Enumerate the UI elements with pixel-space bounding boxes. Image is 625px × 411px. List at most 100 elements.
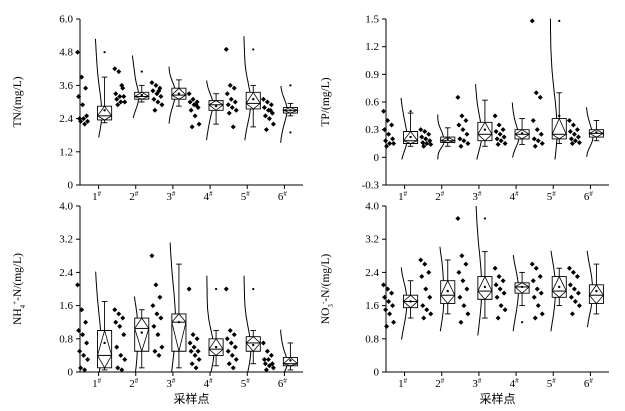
data-point: [463, 117, 469, 123]
data-point: [494, 294, 500, 300]
mean-marker: [558, 114, 561, 118]
data-point: [501, 134, 507, 140]
data-point: [382, 294, 388, 300]
site-group: 2#: [418, 246, 456, 390]
x-tick-label: 5#: [547, 190, 557, 203]
data-point: [270, 365, 276, 371]
data-point: [261, 357, 267, 363]
site-number: 4: [204, 191, 210, 203]
site-mark: #: [172, 377, 176, 385]
data-point: [390, 303, 396, 309]
data-point: [80, 332, 86, 338]
data-point: [537, 94, 543, 100]
data-point: [264, 348, 270, 354]
data-point: [566, 117, 572, 123]
x-tick-label: 3#: [472, 377, 482, 390]
data-point: [426, 131, 432, 137]
data-point: [382, 127, 388, 133]
data-point: [460, 278, 466, 284]
data-point: [113, 319, 119, 325]
data-point: [427, 294, 433, 300]
data-point: [225, 348, 231, 354]
data-point: [229, 105, 235, 111]
data-point: [85, 118, 91, 124]
data-point: [263, 127, 269, 133]
y-tick-label: 0: [374, 367, 380, 379]
site-number: 1: [398, 191, 404, 203]
data-point: [83, 319, 89, 325]
data-point: [537, 274, 543, 280]
data-point: [455, 215, 461, 221]
data-point: [532, 143, 538, 149]
mean-marker: [289, 359, 292, 362]
data-point: [76, 93, 82, 99]
data-point: [81, 116, 87, 122]
data-point: [157, 294, 163, 300]
x-tick-label: 3#: [166, 377, 176, 390]
site-group: 3#: [149, 242, 187, 390]
data-point: [572, 138, 578, 144]
y-tick-label: 1.6: [59, 300, 73, 312]
site-group: 4#: [492, 254, 530, 390]
data-point: [389, 122, 395, 128]
outlier-point: [103, 51, 106, 54]
data-point: [567, 282, 573, 288]
data-point: [574, 274, 580, 280]
box-iqr: [588, 284, 604, 304]
site-mark: #: [172, 190, 176, 198]
mean-marker: [140, 93, 143, 97]
data-point: [502, 141, 508, 146]
outlier-point: [252, 48, 255, 51]
data-point: [570, 122, 576, 128]
data-point: [262, 113, 268, 119]
data-point: [421, 143, 427, 149]
data-point: [115, 365, 121, 371]
data-point: [75, 49, 81, 55]
data-point: [152, 107, 158, 113]
mean-marker: [446, 137, 449, 141]
data-point: [385, 117, 391, 123]
data-point: [186, 91, 192, 97]
data-point: [535, 138, 541, 144]
data-point: [496, 274, 502, 280]
mean-marker: [289, 109, 292, 112]
site-mark: #: [478, 190, 482, 198]
site-group: 5#: [223, 36, 261, 203]
site-number: 4: [510, 378, 516, 390]
data-point: [389, 290, 395, 296]
data-point: [227, 82, 233, 88]
x-tick-label: 3#: [472, 190, 482, 203]
site-group: 1#: [381, 267, 419, 390]
data-point: [427, 138, 433, 144]
chart-panel: -0.300.30.60.91.21.5TP/(mg/L)1# 2# 3# 4# 5# 6…: [320, 14, 609, 203]
data-point: [196, 357, 202, 363]
site-mark: #: [589, 190, 593, 198]
site-mark: #: [98, 190, 102, 198]
site-group: 6#: [260, 84, 299, 203]
y-tick-label: 0: [68, 367, 74, 379]
y-tick-label: 0: [374, 152, 380, 164]
x-tick-label: 4#: [204, 190, 214, 203]
density-curve: [280, 329, 288, 373]
data-point: [115, 102, 121, 108]
data-point: [82, 367, 88, 373]
data-point: [186, 286, 192, 292]
data-point: [158, 93, 164, 99]
mean-marker: [252, 98, 255, 101]
data-point: [191, 344, 197, 350]
data-point: [227, 328, 233, 333]
density-curve: [95, 38, 103, 138]
site-mark: #: [404, 190, 408, 198]
data-point: [571, 131, 577, 137]
data-point: [495, 141, 501, 147]
outlier-point: [140, 70, 143, 73]
data-point: [383, 307, 389, 313]
site-group: 2#: [112, 55, 150, 203]
data-point: [78, 118, 84, 124]
data-point: [190, 332, 196, 338]
site-mark: #: [135, 377, 139, 385]
data-point: [156, 88, 162, 94]
